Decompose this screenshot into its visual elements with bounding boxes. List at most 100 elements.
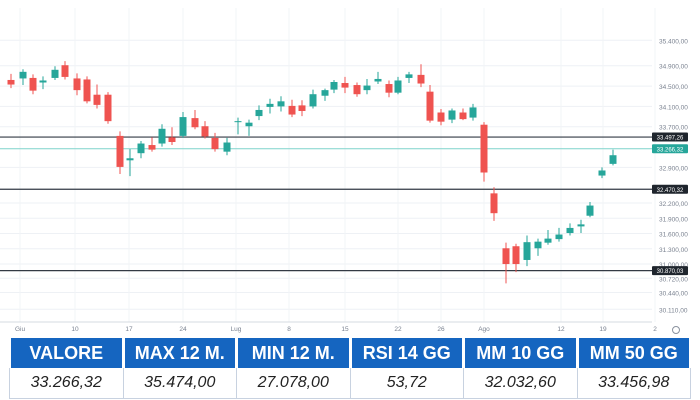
candle-body [277,101,285,107]
y-tick-label: 31.300,00 [659,247,688,254]
level-label-box [652,266,688,276]
candle-body [609,155,617,164]
stat-header-mm-10gg: MM 10 GG [462,338,579,368]
y-tick-label: 33.700,00 [659,125,688,132]
candle-body [417,74,425,84]
price-chart: 35.400,00 34.900,00 34.500,00 34.100,00 33.7… [0,8,688,334]
candle-body [353,85,361,95]
x-tick-label: Giu [15,326,26,333]
candle-body [255,109,263,117]
candle-body [137,143,145,154]
candle-body [104,94,112,122]
stat-header-min-12m: MIN 12 M. [235,338,352,368]
stats-panel: VALORE MAX 12 M. MIN 12 M. RSI 14 GG MM … [8,338,692,400]
candle-body [469,107,477,118]
stat-value-valore: 33.266,32 [9,368,124,399]
candle-body [586,205,594,216]
candle-body [363,85,371,91]
y-tick-label: 30.720,00 [659,276,688,283]
settings-icon [672,326,680,334]
candle-body [29,77,37,91]
x-tick-label: 19 [599,326,607,333]
candle-body [374,78,382,82]
candle-body [544,238,552,243]
x-tick-label: 17 [125,326,133,333]
candle-body [288,105,296,115]
x-tick-label: 12 [557,326,565,333]
candle-body [73,78,81,91]
x-tick-label: Ago [478,326,490,333]
stat-value-min-12m: 27.078,00 [236,368,351,399]
y-tick-label: 32.900,00 [659,165,688,172]
y-tick-label: 34.100,00 [659,104,688,111]
level-label: 32.470,32 [657,188,684,194]
candle-body [405,74,413,78]
candle-body [211,137,219,150]
x-tick-label: 26 [437,326,445,333]
candle-body [330,82,338,90]
level-label-box [652,144,688,154]
y-tick-label: 30.440,00 [659,291,688,298]
x-tick-label: Lug [231,326,242,333]
candle-body [577,224,585,227]
y-tick-label: 30.110,00 [659,307,688,314]
y-tick-label: 32.200,00 [659,201,688,208]
candle-body [201,126,209,137]
level-label: 33.497,26 [657,136,684,142]
stats-table: VALORE MAX 12 M. MIN 12 M. RSI 14 GG MM … [8,338,692,399]
x-tick-label: 10 [71,326,79,333]
candle-body [426,91,434,121]
stat-value-rsi-14gg: 53,72 [349,368,464,399]
candle-body [126,158,134,161]
stat-header-mm-50gg: MM 50 GG [575,338,692,368]
candle-body [234,121,242,123]
candle-body [321,90,329,96]
candle-body [7,79,15,85]
stat-header-rsi-14gg: RSI 14 GG [348,338,465,368]
candle-body [459,112,467,120]
candle-body [223,142,231,152]
x-tick-label: 24 [179,326,187,333]
candle-body [116,135,124,167]
candle-body [341,83,349,88]
candle-body [566,227,574,234]
candle-body [191,118,199,128]
y-tick-label: 31.000,00 [659,262,688,269]
candle-body [598,170,606,176]
candle-body [39,80,47,83]
level-label: 33.266,32 [657,147,684,153]
stats-header-row: VALORE MAX 12 M. MIN 12 M. RSI 14 GG MM … [8,338,692,368]
candle-body [534,241,542,249]
candle-body [19,71,27,79]
candle-body [148,145,156,150]
level-label-box [652,184,688,194]
candle-body [490,193,498,214]
y-tick-label: 34.900,00 [659,64,688,71]
stat-value-mm-10gg: 32.032,60 [463,368,578,399]
candlestick-chart-svg: 35.400,00 34.900,00 34.500,00 34.100,00 33.7… [0,8,688,334]
candle-body [298,105,306,111]
candle-body [179,117,187,136]
x-tick-label: 8 [287,326,291,333]
candle-body [555,234,563,240]
candle-body [93,94,101,105]
candle-body [83,79,91,102]
stats-value-row: 33.266,32 35.474,00 27.078,00 53,72 32.0… [9,368,691,399]
x-tick-label: 2 [653,326,657,333]
x-tick-label: 22 [394,326,402,333]
level-label-box [652,132,688,142]
y-tick-label: 31.900,00 [659,216,688,223]
candle-body [448,110,456,120]
candle-body [523,242,531,260]
candle-body [512,246,520,265]
candle-body [394,80,402,93]
stat-value-max-12m: 35.474,00 [122,368,237,399]
candle-body [309,94,317,107]
candle-body [266,103,274,107]
candle-body [480,124,488,173]
y-tick-label: 31.600,00 [659,232,688,239]
y-tick-label: 35.400,00 [659,38,688,45]
candle-body [245,122,253,127]
stat-value-mm-50gg: 33.456,98 [576,368,691,399]
candle-body [51,69,59,78]
